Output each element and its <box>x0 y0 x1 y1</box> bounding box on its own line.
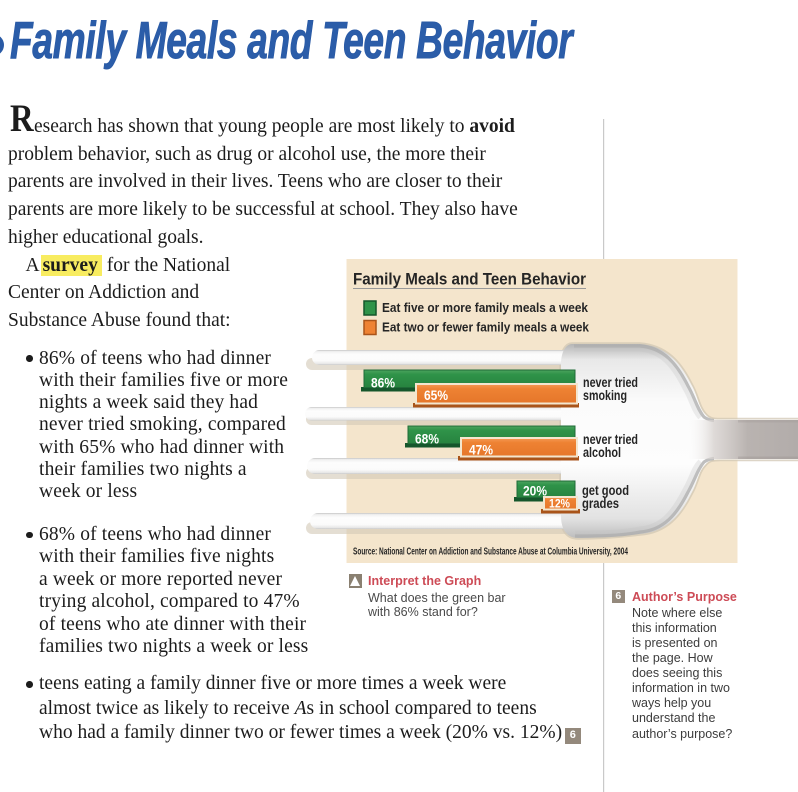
svg-text:grades: grades <box>582 495 619 511</box>
svg-text:47%: 47% <box>469 442 493 458</box>
svg-text:Eat two or fewer family meals: Eat two or fewer family meals a week <box>382 320 590 335</box>
svg-text:Source: National Center on Add: Source: National Center on Addiction and… <box>353 547 628 558</box>
svg-text:20%: 20% <box>523 483 547 499</box>
svg-text:smoking: smoking <box>583 387 627 403</box>
svg-text:86%: 86% <box>371 375 395 391</box>
svg-text:Family Meals and Teen Behavior: Family Meals and Teen Behavior <box>353 271 587 289</box>
svg-text:Eat five or more family meals: Eat five or more family meals a week <box>382 300 589 315</box>
svg-text:12%: 12% <box>549 497 570 511</box>
svg-text:68%: 68% <box>415 431 439 447</box>
svg-text:alcohol: alcohol <box>583 444 621 460</box>
svg-text:get good: get good <box>582 482 629 498</box>
svg-text:never tried: never tried <box>583 431 638 447</box>
svg-text:never tried: never tried <box>583 374 638 390</box>
svg-text:65%: 65% <box>424 387 448 403</box>
